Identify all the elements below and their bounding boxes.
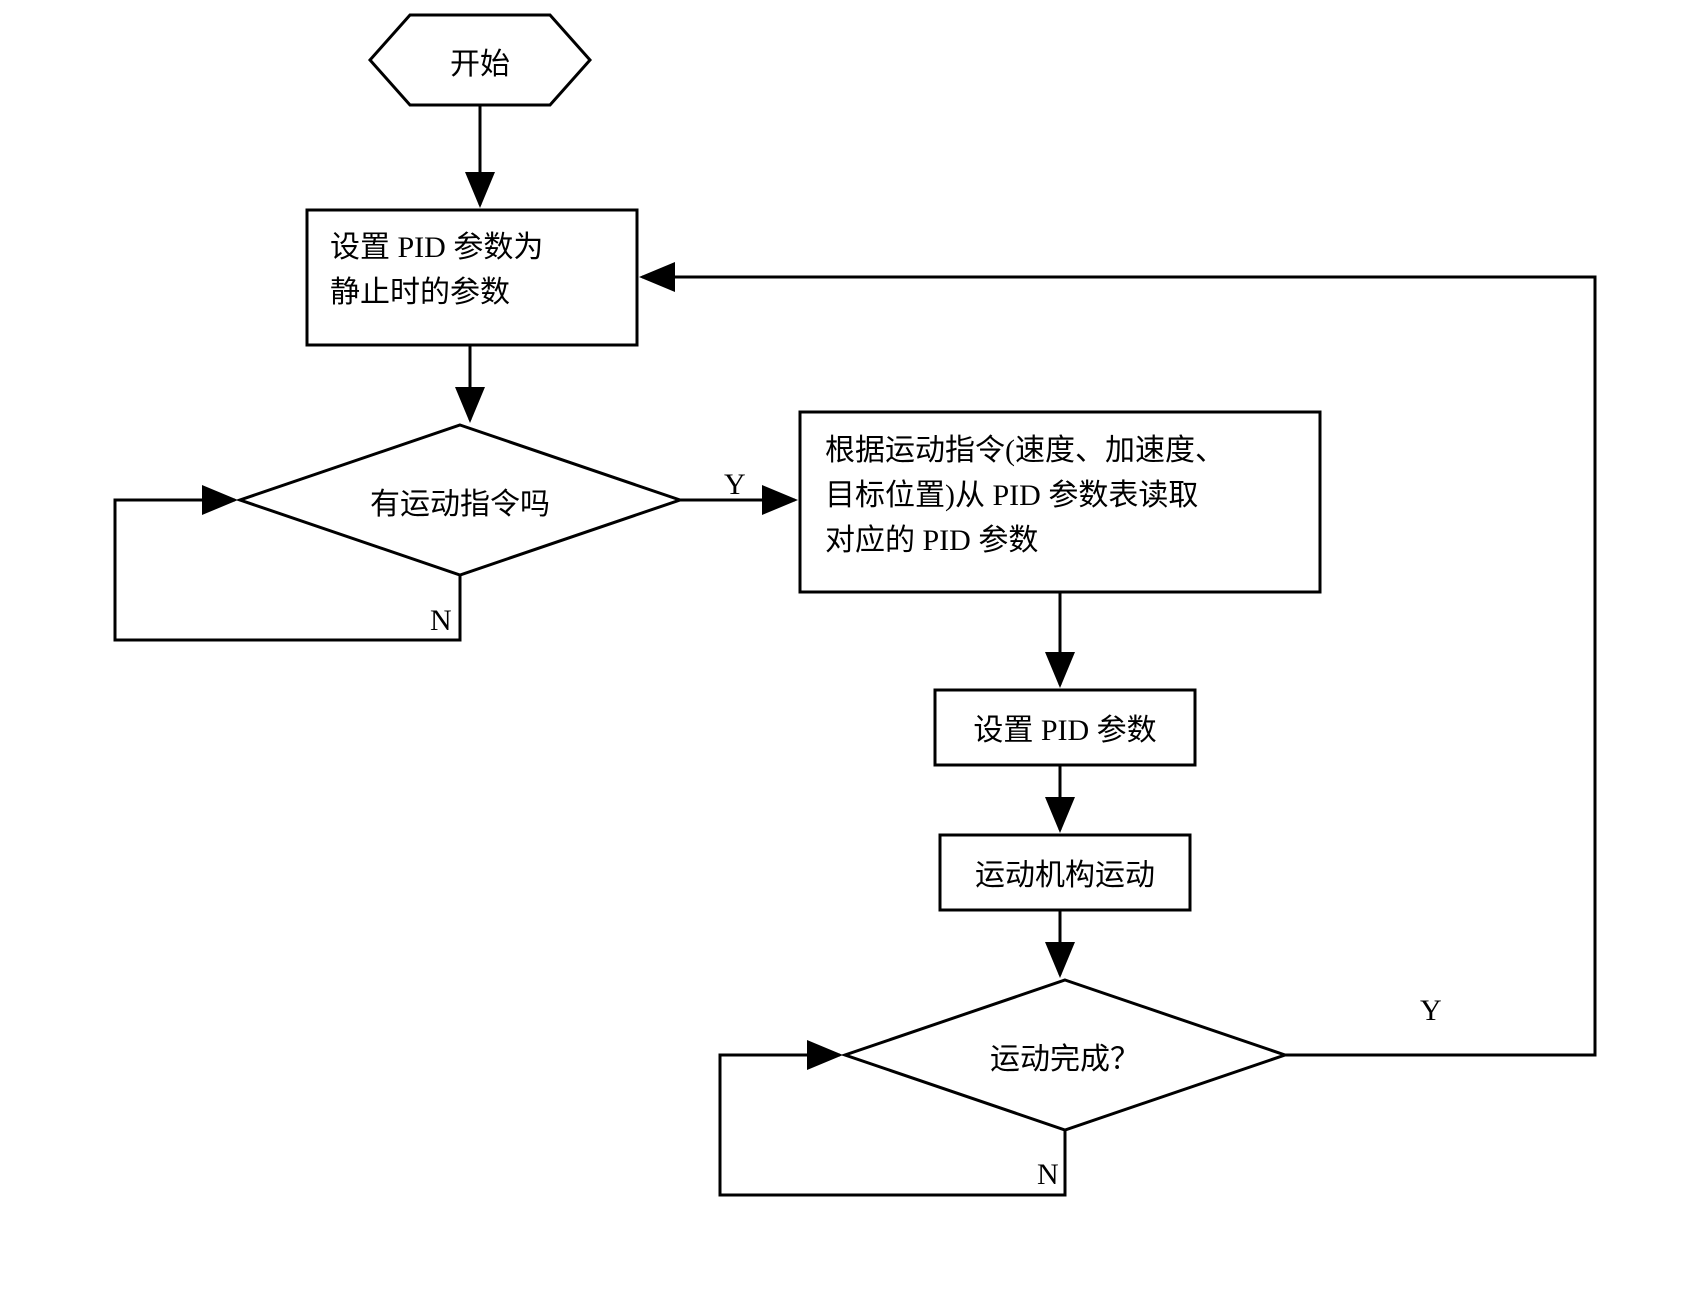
label-set-static-line1: 设置 PID 参数为 — [330, 231, 543, 264]
label-read-pid-line2: 目标位置)从 PID 参数表读取 — [825, 479, 1198, 512]
label-read-pid-line1: 根据运动指令(速度、加速度、 — [825, 434, 1225, 467]
label-has-cmd-yes: Y — [724, 462, 746, 507]
label-start: 开始 — [380, 42, 580, 87]
edge-done-setstatic — [642, 277, 1595, 1055]
label-has-cmd: 有运动指令吗 — [310, 482, 610, 527]
label-done-yes: Y — [1420, 988, 1442, 1033]
label-read-pid: 根据运动指令(速度、加速度、 目标位置)从 PID 参数表读取 对应的 PID … — [825, 428, 1305, 563]
label-has-cmd-no: N — [430, 598, 452, 643]
label-set-pid: 设置 PID 参数 — [935, 708, 1195, 753]
label-done: 运动完成？ — [915, 1037, 1215, 1082]
label-motion: 运动机构运动 — [940, 853, 1190, 898]
label-read-pid-line3: 对应的 PID 参数 — [825, 524, 1038, 557]
flowchart-canvas — [0, 0, 1704, 1293]
label-done-no: N — [1037, 1152, 1059, 1197]
label-set-static-line2: 静止时的参数 — [330, 276, 510, 309]
label-set-static: 设置 PID 参数为 静止时的参数 — [330, 225, 630, 315]
